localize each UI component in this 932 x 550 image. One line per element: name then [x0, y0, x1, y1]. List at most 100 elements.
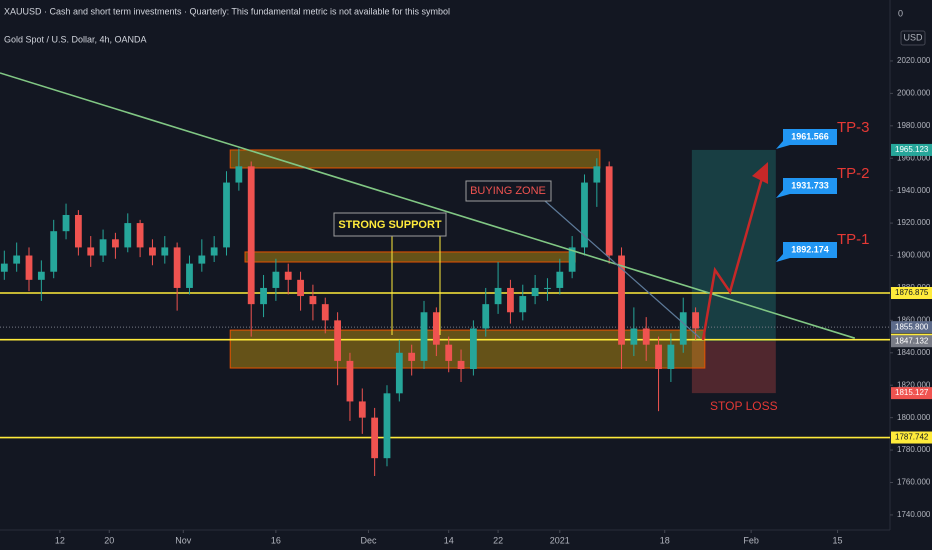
candle-body — [210, 247, 218, 256]
y-tick-label: 1800.000 — [897, 413, 931, 422]
candle-body — [482, 304, 490, 329]
candle-body — [667, 344, 675, 370]
y-tick-label: 1860.000 — [897, 315, 931, 324]
x-tick-label: 22 — [493, 535, 503, 545]
pointer — [544, 200, 701, 339]
y-tick-label: 1780.000 — [897, 445, 931, 454]
target-price: 1931.733 — [791, 180, 829, 190]
y-tick-label: 1740.000 — [897, 510, 931, 519]
chart-title: Gold Spot / U.S. Dollar, 4h, OANDA — [4, 34, 147, 44]
candle-body — [297, 279, 304, 297]
candle-body — [321, 304, 329, 321]
candle-body — [272, 271, 280, 288]
candle-body — [173, 247, 181, 288]
stop-loss-area — [691, 341, 776, 394]
x-tick-label: 20 — [104, 535, 114, 545]
candle-body — [223, 182, 230, 248]
x-tick-label: Nov — [175, 535, 192, 545]
y-tick-label: 1760.000 — [897, 478, 931, 487]
candle-body — [420, 312, 428, 361]
price-tag-label: 1876.875 — [895, 288, 929, 297]
candle-body — [593, 166, 601, 183]
candle-body — [260, 287, 267, 305]
x-tick-label: 2021 — [550, 535, 570, 545]
annotation-layer: STRONG SUPPORT BUYING ZONE STOP LOSS — [333, 162, 778, 413]
candle-body — [383, 393, 391, 459]
candle-body — [25, 255, 33, 280]
candle-body — [309, 296, 317, 305]
target-price: 1892.174 — [791, 244, 829, 254]
x-tick-label: Dec — [360, 535, 377, 545]
price-tag — [891, 143, 932, 156]
candle-body — [99, 239, 107, 256]
x-tick-label: 16 — [271, 535, 281, 545]
candle-body — [556, 271, 564, 288]
label-box — [465, 180, 552, 202]
candle-body — [642, 328, 650, 345]
candle-body — [0, 263, 8, 272]
candle-body — [186, 263, 193, 288]
callout — [783, 242, 837, 258]
label-box — [333, 212, 447, 237]
candle-body — [692, 312, 699, 329]
candle-body — [346, 360, 354, 402]
price-tag — [891, 387, 932, 400]
candle-body — [445, 344, 453, 361]
arrow — [701, 177, 764, 341]
candle-body — [494, 287, 502, 305]
candle-body — [247, 166, 255, 305]
candle-body — [605, 166, 613, 256]
plot — [0, 72, 890, 477]
price-tag-label: 1855.800 — [895, 322, 929, 331]
candle-body — [630, 328, 638, 345]
candle-body — [507, 287, 514, 313]
candle-body — [74, 214, 82, 248]
currency[interactable]: USD — [903, 32, 923, 42]
price-tag-label: 1847.132 — [895, 336, 929, 345]
header-value: 0 — [898, 8, 903, 18]
y-tick-label: 1940.000 — [897, 186, 931, 195]
callout — [783, 129, 837, 145]
candle-body — [408, 352, 416, 361]
price-tag — [891, 431, 932, 444]
x-tick-label: 15 — [833, 535, 843, 545]
candle-body — [655, 344, 662, 370]
trendline — [0, 72, 856, 339]
currency-box[interactable] — [900, 30, 926, 46]
candle-body — [581, 182, 588, 248]
candle-body — [112, 239, 119, 248]
arrow-head — [752, 162, 768, 184]
target-label: TP-3 — [837, 119, 870, 136]
price-tag-label: 1787.742 — [895, 433, 929, 442]
candle-body — [618, 255, 625, 345]
candle-body — [136, 223, 144, 248]
candle-body — [544, 287, 551, 289]
y-tick-label: 1980.000 — [897, 121, 931, 130]
y-tick-label: 1840.000 — [897, 348, 931, 357]
candle-body — [679, 312, 687, 345]
candle-body — [469, 328, 477, 370]
candle-body — [235, 166, 243, 183]
zone — [229, 329, 706, 369]
x-tick-label: Feb — [743, 535, 759, 545]
header: XAUUSD · Cash and short term investments… — [4, 6, 450, 16]
candle-body — [198, 255, 206, 264]
candle-body — [124, 223, 132, 248]
candle-body — [531, 287, 539, 297]
candle-body — [432, 312, 440, 345]
candle-body — [395, 352, 403, 394]
price-tag-label: 1815.127 — [895, 388, 929, 397]
callout — [783, 178, 837, 194]
annotation: STOP LOSS — [710, 399, 778, 413]
x-tick-label: 18 — [660, 535, 670, 545]
candle-body — [284, 271, 292, 280]
zone — [229, 149, 601, 169]
y-tick-label: 2020.000 — [897, 56, 931, 65]
price-tag — [891, 321, 932, 334]
candle-body — [161, 247, 169, 256]
candle-body — [457, 360, 465, 370]
annotation: STRONG SUPPORT — [338, 219, 442, 231]
candle-body — [568, 247, 576, 272]
price-tag — [891, 287, 932, 300]
